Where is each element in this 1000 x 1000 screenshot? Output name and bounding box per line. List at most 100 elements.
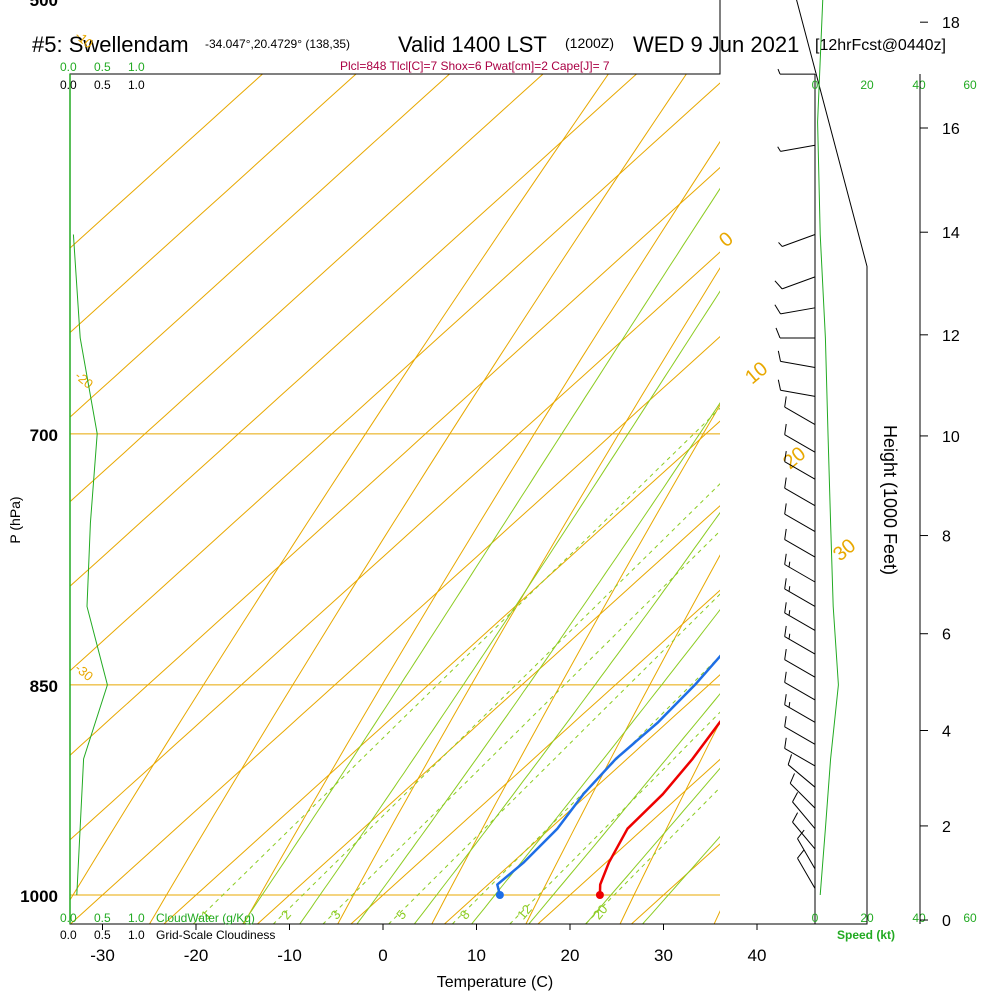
wind-barb-flag: [784, 716, 787, 727]
speed-tick-top-0: 0: [812, 78, 819, 92]
x-tick-label-20: 20: [561, 946, 580, 965]
axes: -30-20-100102030401000850700500400300250…: [20, 0, 960, 965]
wind-barb-620: [774, 276, 816, 290]
wind-barb-flag: [784, 625, 787, 637]
mixing-ratio-label-5: 5: [393, 907, 409, 922]
wind-barb-staff: [789, 782, 816, 809]
wind-barb-staff: [797, 857, 816, 889]
moist-adiabat-4: [471, 609, 720, 924]
wind-barb-flag: [784, 477, 787, 489]
upper-scale-b-0: 0.0: [60, 78, 77, 92]
x-tick-label-40: 40: [748, 946, 767, 965]
dry-adiabat-280: [431, 404, 720, 924]
wind-barb-flag: [797, 849, 805, 859]
wind-barb-665: [777, 350, 816, 368]
surface-dewpoint-marker: [495, 891, 504, 899]
wind-barb-785: [784, 553, 816, 583]
wind-barb-flag: [784, 671, 787, 683]
forecast-date: WED 9 Jun 2021: [633, 32, 799, 57]
mixing-ratio-label-12: 12: [514, 902, 535, 923]
mixing-ratio-label-20: 20: [590, 902, 611, 923]
speed-tick-top-20: 20: [860, 78, 874, 92]
isotherm--10: [256, 505, 720, 924]
moist-adiabat-label-20: 20: [779, 443, 810, 474]
zulu-time: (1200Z): [565, 35, 614, 51]
wind-barb-staff: [784, 564, 816, 583]
wind-barb-staff: [784, 406, 816, 425]
station-title: #5: Swellendam: [32, 32, 189, 57]
wind-barb-staff: [784, 659, 816, 678]
wind-barb-half-flag: [777, 68, 781, 75]
wind-barb-half-flag: [788, 610, 791, 616]
wind-barb-flag: [797, 829, 805, 839]
p-tick-label-1000: 1000: [20, 887, 58, 906]
wind-barb-770: [784, 528, 816, 558]
wind-speed-line: [817, 0, 839, 896]
upper-scale-a: 0.0 0.5 1.0: [60, 60, 145, 74]
wind-barb-890: [784, 716, 816, 745]
lower-scale-b-2: 1.0: [128, 928, 145, 942]
wind-barb-680: [777, 379, 816, 397]
wind-barb-flag: [775, 327, 781, 339]
wind-barb-725: [784, 450, 816, 480]
x-tick-label-0: 0: [378, 946, 387, 965]
isotherm--50: [70, 166, 720, 757]
wind-barb-920: [787, 754, 816, 788]
wind-barb-staff: [797, 838, 816, 870]
moist-adiabat-3: [413, 511, 720, 924]
speed-tick-top-40: 40: [912, 78, 926, 92]
wind-barb-staff: [784, 539, 816, 558]
p-tick-label-850: 850: [30, 677, 58, 696]
moist-adiabat-label-10: 10: [741, 358, 772, 389]
upper-scale-b: 0.0 0.5 1.0: [60, 78, 145, 92]
wind-barb-815: [784, 602, 816, 631]
dry-adiabat-label--20: -20: [72, 368, 96, 392]
parcel-info: Plcl=848 Tlcl[C]=7 Shox=6 Pwat[cm]=2 Cap…: [340, 59, 610, 73]
moist-adiabat-1: [299, 290, 720, 924]
x-tick-label--10: -10: [277, 946, 302, 965]
wind-barb-half-flag: [777, 146, 781, 152]
wind-barb-flag: [784, 578, 787, 590]
height-tick-label-18: 18: [942, 15, 960, 32]
wind-barb-half-flag: [788, 633, 791, 640]
x-tick-label--20: -20: [184, 946, 209, 965]
forecast-info: [12hrFcst@0440z]: [815, 37, 946, 54]
isotherm-10: [443, 674, 720, 924]
moist-adiabat-label-30: 30: [829, 535, 860, 566]
wind-barb-flag: [789, 773, 795, 784]
wind-barb-flag: [792, 812, 799, 823]
wind-barb-half-flag: [788, 701, 791, 708]
moist-adiabat-6: [585, 767, 720, 924]
wind-barb-845: [784, 649, 816, 678]
wind-barb-965: [792, 812, 816, 850]
wind-panel: 0 0 20 20 40 40 60 60: [774, 0, 977, 925]
wind-barb-half-flag: [778, 242, 783, 247]
cloudwater-label: CloudWater (g/Kg): [156, 911, 255, 925]
height-tick-label-8: 8: [942, 529, 951, 546]
wind-barb-flag: [777, 379, 782, 391]
plot-frame: [69, 0, 868, 925]
cloudiness-profile: [72, 234, 108, 896]
wind-barb-flag: [792, 792, 799, 803]
height-tick-label-2: 2: [942, 819, 951, 836]
p-tick-label-500: 500: [30, 0, 58, 10]
lower-scale-a: 0.0 0.5 1.0 CloudWater (g/Kg): [60, 911, 255, 925]
upper-scale-a-2: 1.0: [128, 60, 145, 74]
wind-barb-staff: [787, 764, 816, 788]
wind-barb-flag: [784, 649, 787, 660]
wind-barb-875: [784, 694, 816, 723]
surface-temperature-marker: [595, 891, 604, 899]
wind-barb-flag: [784, 737, 787, 749]
moist-adiabat-5: [528, 693, 720, 924]
p-tick-label-700: 700: [30, 426, 58, 445]
wind-barb-staff: [784, 434, 816, 453]
x-tick-label-10: 10: [467, 946, 486, 965]
wind-barb-staff: [784, 747, 816, 767]
wind-barb-flag: [784, 694, 787, 705]
lower-scale-b: 0.0 0.5 1.0 Grid-Scale Cloudiness: [60, 928, 275, 942]
upper-scale-a-0: 0.0: [60, 60, 77, 74]
wind-barb-staff: [780, 307, 816, 315]
wind-barb-staff: [780, 360, 816, 368]
isotherm--20: [163, 420, 720, 924]
